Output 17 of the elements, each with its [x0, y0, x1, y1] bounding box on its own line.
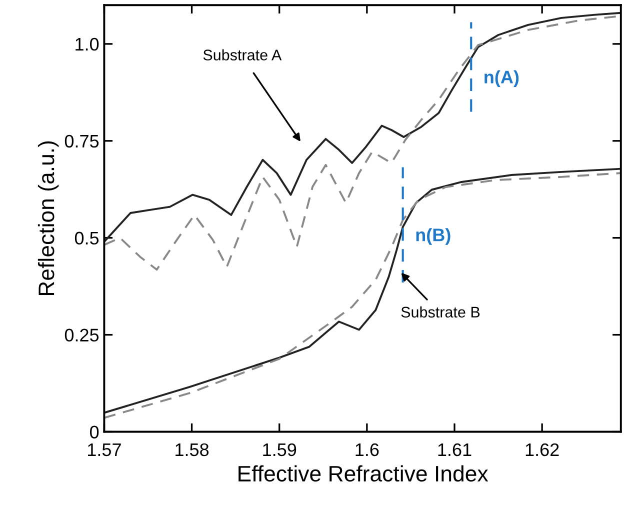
- annotation: Substrate A: [203, 49, 282, 60]
- y-tick-label: 0: [90, 426, 99, 438]
- y-tick-label: 0.5: [74, 232, 99, 245]
- annotation: Substrate B: [401, 306, 480, 318]
- x-tick-label: 1.6: [356, 443, 379, 456]
- ref-line-label: n(A): [484, 70, 519, 88]
- x-axis-title: Effective Refractive Index: [238, 465, 488, 482]
- x-tick-label: 1.62: [526, 443, 559, 456]
- y-tick-label: 0.75: [64, 134, 99, 148]
- x-tick-label: 1.61: [438, 443, 472, 456]
- y-tick-label: 1.0: [76, 38, 99, 51]
- x-tick-label: 1.58: [176, 443, 209, 456]
- y-tick-label: 0.25: [64, 328, 99, 342]
- y-axis-title: Reflection (a.u.): [38, 141, 59, 296]
- x-tick-label: 1.59: [263, 443, 296, 456]
- x-tick-label: 1.57: [88, 444, 121, 456]
- ref-line-label: n(B): [416, 228, 450, 245]
